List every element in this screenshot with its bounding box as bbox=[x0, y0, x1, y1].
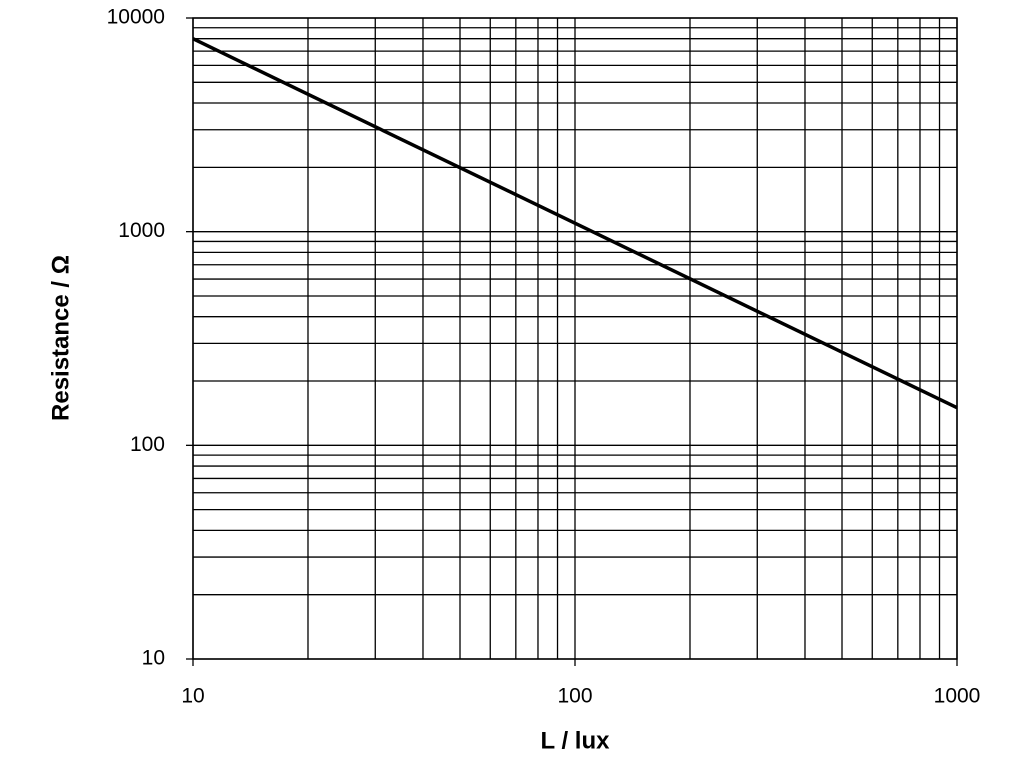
y-tick-label: 10 bbox=[142, 647, 165, 670]
x-tick-label: 100 bbox=[557, 685, 592, 708]
x-axis-label: L / lux bbox=[541, 727, 611, 754]
plot-frame bbox=[192, 17, 958, 660]
x-tick-label: 10 bbox=[181, 685, 204, 708]
y-axis-label: Resistance / Ω bbox=[47, 255, 74, 421]
y-tick-label: 10000 bbox=[107, 6, 165, 29]
y-tick-label: 100 bbox=[130, 433, 165, 456]
x-tick-label: 1000 bbox=[934, 685, 981, 708]
y-tick-label: 1000 bbox=[118, 219, 165, 242]
data-line bbox=[192, 37, 958, 410]
